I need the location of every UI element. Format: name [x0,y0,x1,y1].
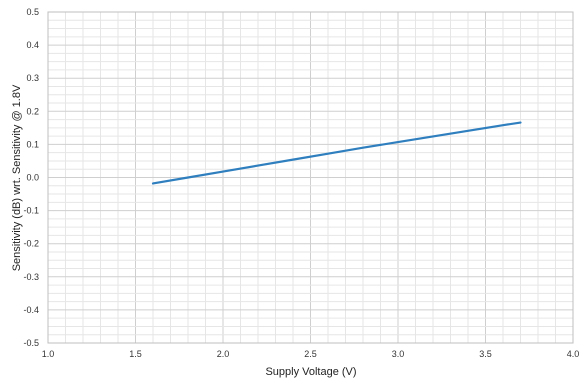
y-tick-label: -0.1 [23,206,39,216]
x-tick-label: 1.0 [42,349,55,359]
y-tick-label: 0.5 [26,7,39,17]
grid [47,11,574,344]
y-tick-label: 0.1 [26,139,39,149]
y-tick-label: 0.2 [26,106,39,116]
series-line [151,121,522,185]
y-axis-ticks: 0.5 0.4 0.3 0.2 0.1 0.0 -0.1 -0.2 -0.3 -0.4 -0.5 [23,7,39,348]
y-tick-label: 0.3 [26,73,39,83]
y-tick-label: -0.5 [23,338,39,348]
y-tick-label: 0.0 [26,173,39,183]
plot-area-frame [47,11,574,344]
x-tick-label: 2.0 [217,349,230,359]
x-axis-ticks: 1.0 1.5 2.0 2.5 3.0 3.5 4.0 [42,349,579,359]
y-tick-label: -0.4 [23,305,39,315]
y-axis-title: Sensitivity (dB) wrt. Sensitivity @ 1.8V [11,84,23,271]
y-tick-label: -0.2 [23,239,39,249]
y-tick-label: -0.3 [23,272,39,282]
x-tick-label: 3.0 [392,349,405,359]
x-axis-title: Supply Voltage (V) [265,366,356,378]
x-tick-label: 2.5 [304,349,317,359]
x-tick-label: 4.0 [567,349,579,359]
y-tick-label: 0.4 [26,40,39,50]
x-tick-label: 3.5 [479,349,492,359]
x-tick-label: 1.5 [129,349,142,359]
series-group [151,121,522,185]
